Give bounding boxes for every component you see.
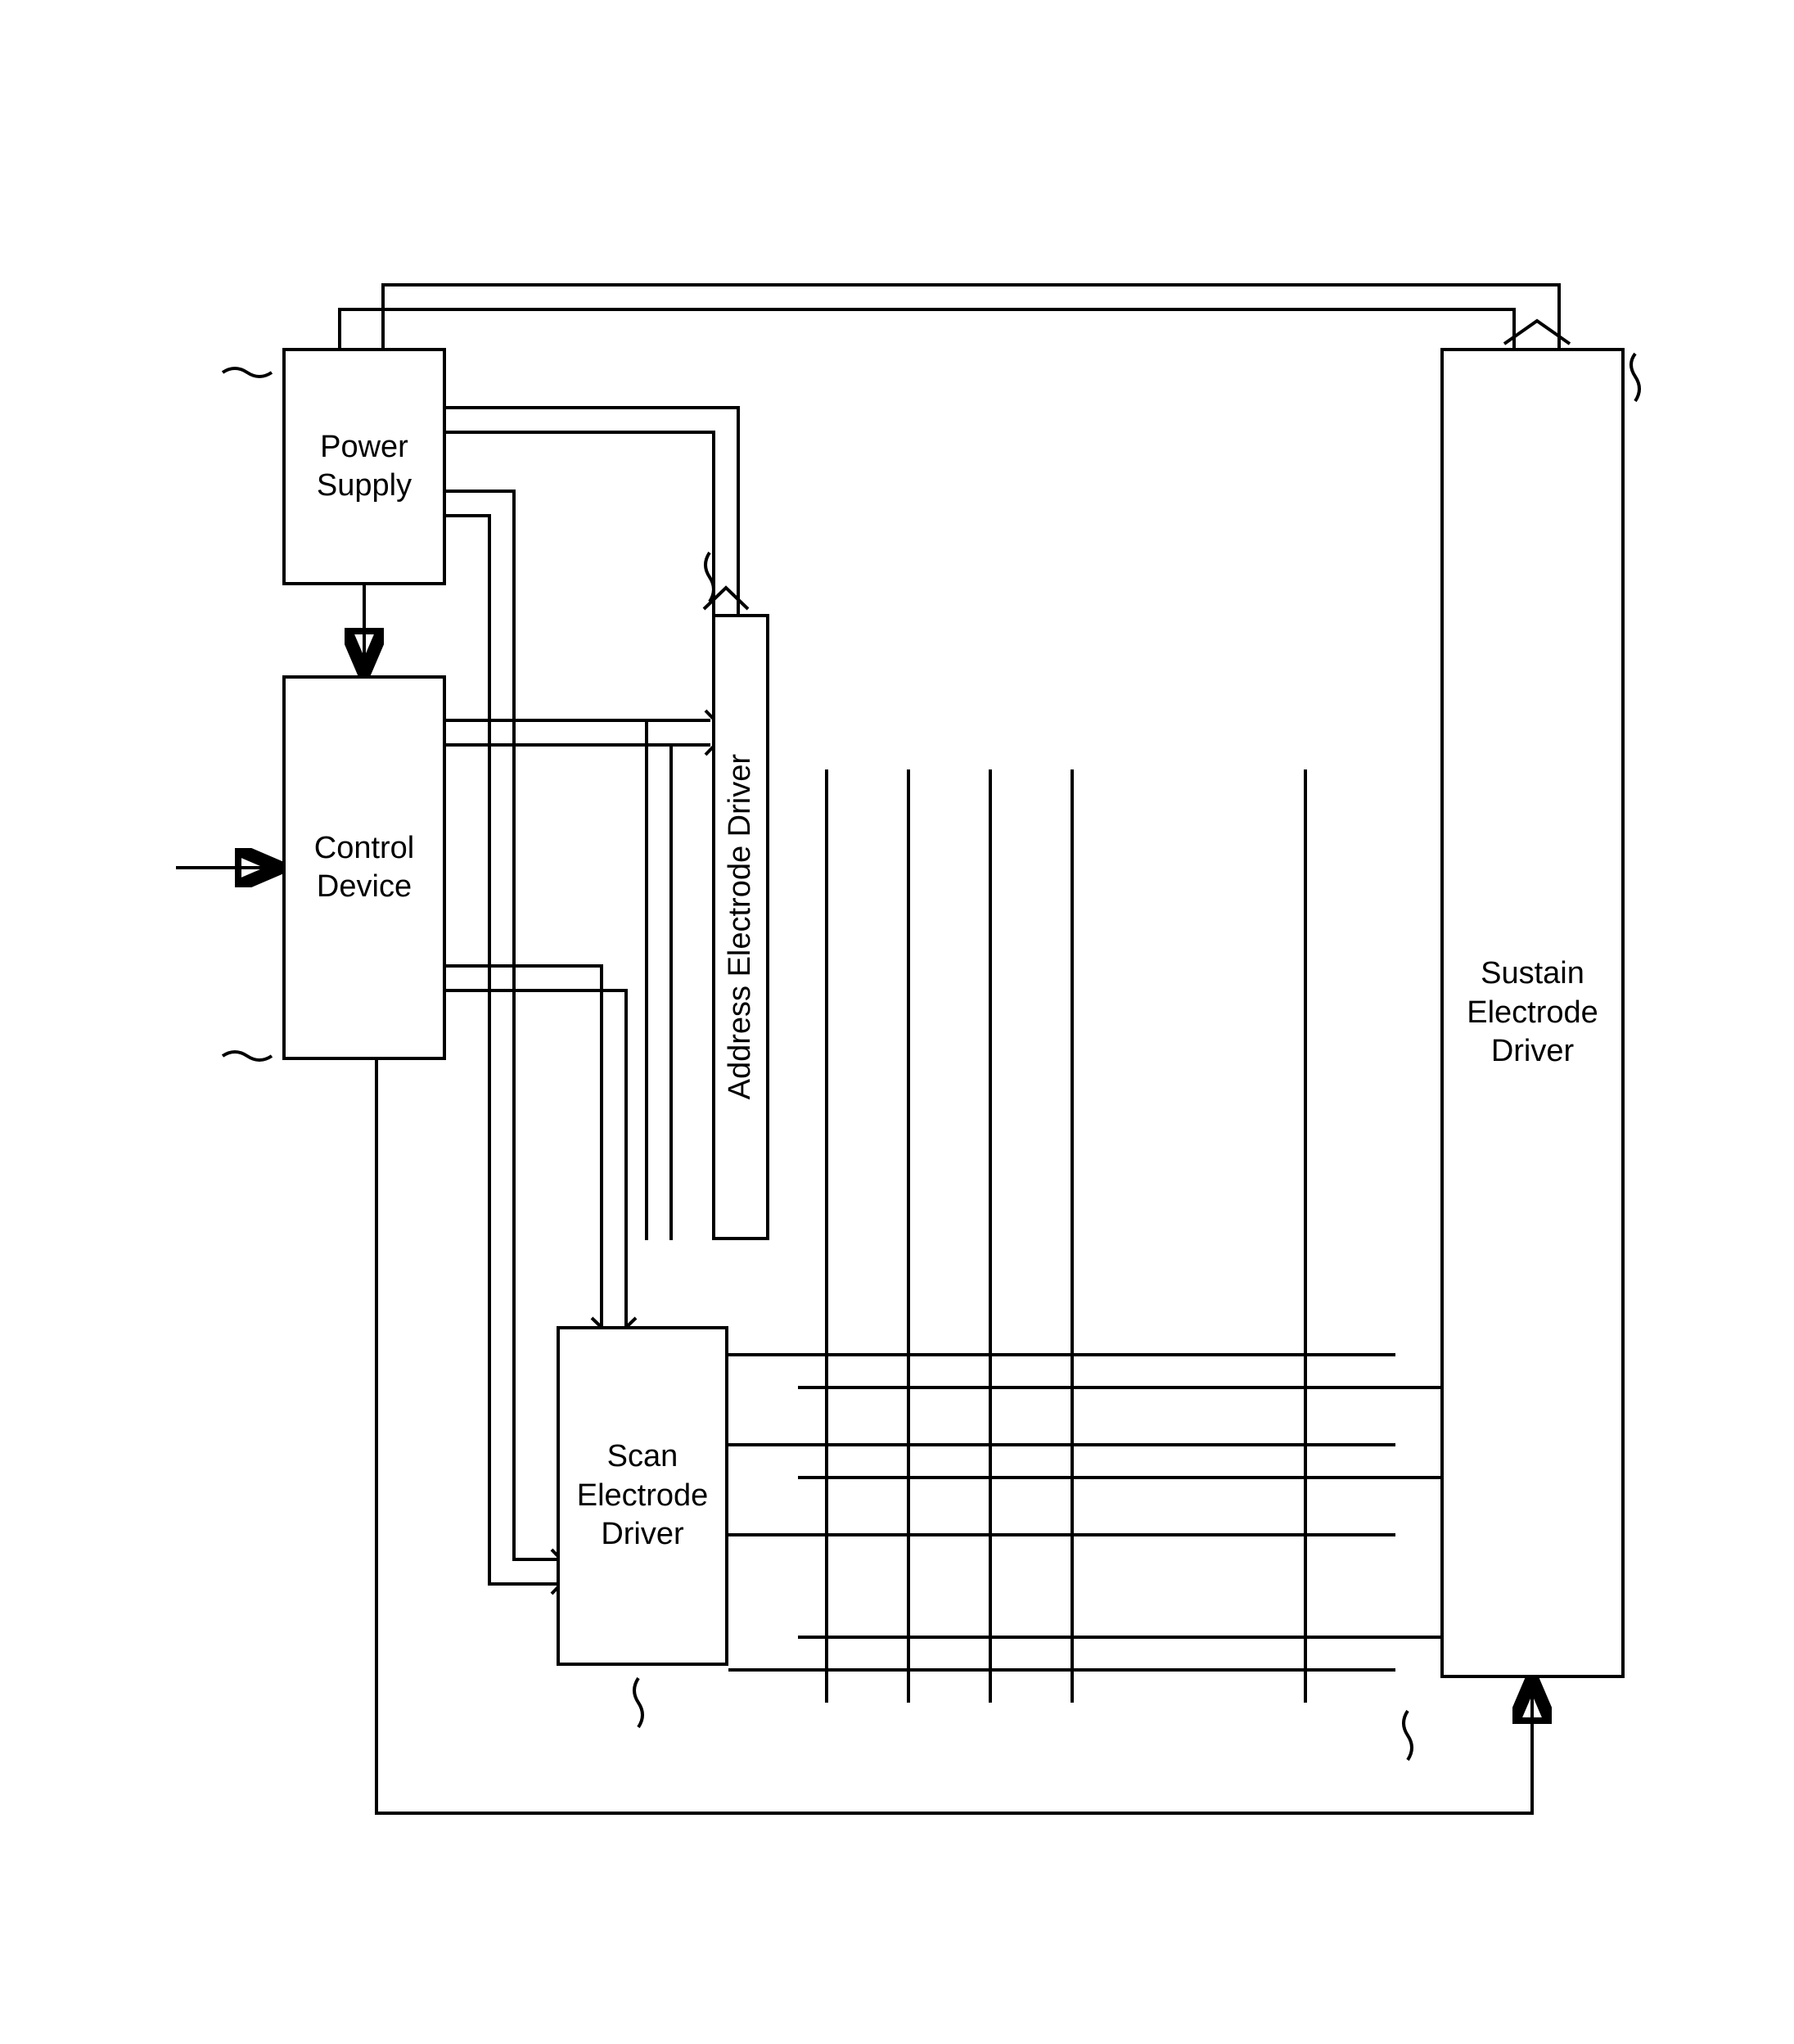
ref-400: 400 [618, 1731, 669, 1767]
addr-dots: • • • [1125, 1243, 1246, 1288]
image-signal-label-2: Image Signal [165, 814, 196, 978]
figure-title: FIG.2 [147, 172, 270, 228]
addr-am: Am [1283, 1252, 1327, 1287]
scan-dots: ••• [751, 1551, 767, 1618]
sx-label: Sx [393, 1764, 429, 1799]
scan-y1: Y1 [745, 1314, 781, 1348]
diagram-page: FIG.2 [0, 0, 1794, 2044]
sus-dots: ••• [1398, 1510, 1413, 1577]
scan-driver-block: Scan Electrode Driver [557, 1326, 728, 1666]
sustain-driver-label: Sustain Electrode Driver [1467, 954, 1598, 1072]
sy-label: Sy [458, 1003, 494, 1038]
scan-yn: Yn [745, 1631, 781, 1665]
ref-200: 200 [209, 1044, 260, 1079]
power-supply-block: Power Supply [282, 348, 446, 585]
scan-y3: Y3 [745, 1494, 781, 1528]
ref-600: 600 [209, 319, 260, 354]
control-device-label: Control Device [286, 829, 443, 907]
addr-a3: A3 [972, 1252, 1008, 1287]
control-device-block: Control Device [282, 675, 446, 1060]
sa-label: Sa [610, 679, 647, 715]
addr-a4: A4 [1054, 1252, 1090, 1287]
sus-x1: X1 [1391, 1347, 1427, 1381]
sustain-driver-block: Sustain Electrode Driver [1440, 348, 1625, 1678]
addr-a2: A2 [890, 1252, 926, 1287]
ref-300: 300 [694, 524, 746, 559]
addr-a1: A1 [809, 1252, 845, 1287]
power-supply-label: Power Supply [317, 428, 412, 506]
scan-y2: Y2 [745, 1404, 781, 1438]
ref-100: 100 [1387, 1752, 1439, 1787]
image-signal-label: Image Signal [160, 604, 195, 786]
address-driver-block: Address Electrode Driver [712, 614, 769, 1240]
sus-xn: Xn [1391, 1598, 1427, 1632]
sus-x2: X2 [1391, 1437, 1427, 1471]
address-driver-label: Address Electrode Driver [721, 754, 760, 1099]
scan-driver-label: Scan Electrode Driver [577, 1437, 709, 1554]
